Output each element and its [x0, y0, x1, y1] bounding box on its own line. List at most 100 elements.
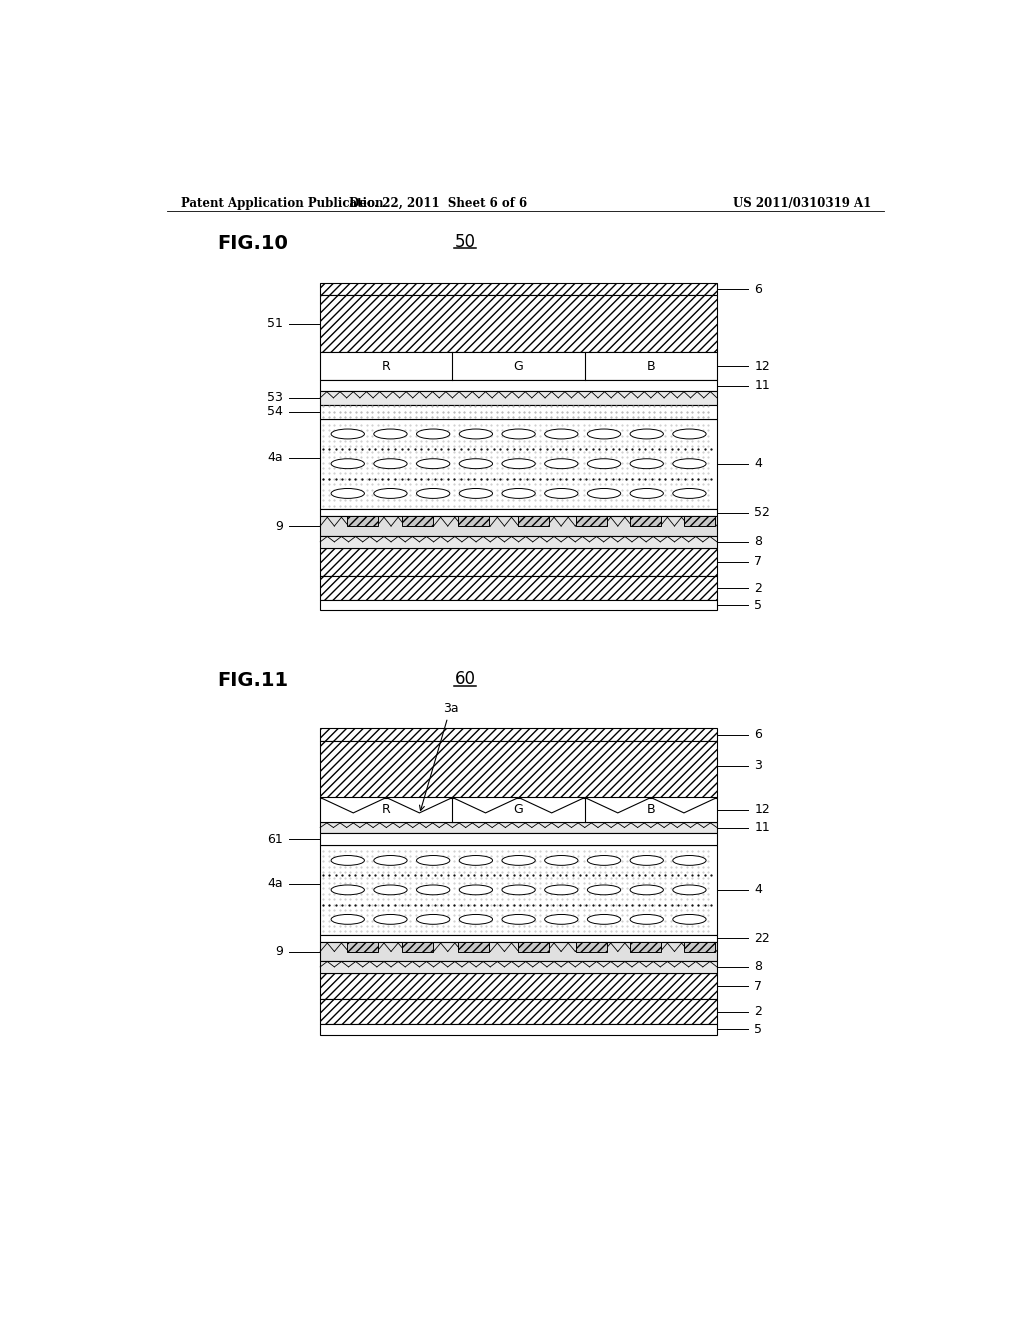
Text: R: R [382, 804, 391, 816]
Text: 50: 50 [455, 232, 475, 251]
Polygon shape [453, 797, 518, 813]
Ellipse shape [417, 855, 450, 866]
Ellipse shape [673, 429, 707, 440]
Text: 54: 54 [267, 405, 283, 418]
Ellipse shape [630, 884, 664, 895]
Bar [458, 942, 489, 952]
Ellipse shape [374, 915, 408, 924]
Text: 60: 60 [455, 671, 475, 688]
Text: R: R [382, 360, 391, 372]
Bar [321, 942, 717, 961]
Polygon shape [651, 797, 717, 813]
Bar [684, 942, 716, 952]
Bar [321, 296, 717, 352]
Bar [401, 516, 432, 527]
Ellipse shape [331, 488, 365, 499]
Ellipse shape [374, 429, 408, 440]
Ellipse shape [459, 488, 493, 499]
Ellipse shape [545, 429, 578, 440]
Bar [321, 833, 717, 845]
Text: Dec. 22, 2011  Sheet 6 of 6: Dec. 22, 2011 Sheet 6 of 6 [349, 197, 527, 210]
Text: B: B [646, 360, 655, 372]
Bar [321, 999, 717, 1024]
Bar [518, 516, 549, 527]
Bar [321, 516, 717, 536]
Ellipse shape [417, 915, 450, 924]
Text: 53: 53 [267, 391, 283, 404]
Ellipse shape [331, 884, 365, 895]
Ellipse shape [588, 915, 621, 924]
Ellipse shape [502, 459, 536, 469]
Ellipse shape [374, 855, 408, 866]
Text: 52: 52 [755, 506, 770, 519]
Bar [630, 516, 662, 527]
Ellipse shape [630, 429, 664, 440]
Ellipse shape [588, 429, 621, 440]
Text: 9: 9 [275, 945, 283, 958]
Text: 4: 4 [755, 883, 762, 896]
Text: G: G [514, 360, 523, 372]
Bar [630, 942, 662, 952]
Ellipse shape [374, 488, 408, 499]
Text: 6: 6 [755, 729, 762, 742]
Ellipse shape [545, 855, 578, 866]
Ellipse shape [673, 855, 707, 866]
Ellipse shape [630, 459, 664, 469]
Ellipse shape [331, 915, 365, 924]
Ellipse shape [588, 488, 621, 499]
Text: FIG.10: FIG.10 [217, 234, 288, 252]
Text: 12: 12 [755, 360, 770, 372]
Bar [321, 284, 717, 296]
Bar [575, 942, 607, 952]
Ellipse shape [545, 488, 578, 499]
Ellipse shape [630, 915, 664, 924]
Text: 11: 11 [755, 821, 770, 834]
Polygon shape [386, 797, 453, 813]
Ellipse shape [502, 488, 536, 499]
Text: 8: 8 [755, 961, 762, 973]
Ellipse shape [459, 459, 493, 469]
Text: 2: 2 [755, 1005, 762, 1018]
Bar [575, 516, 607, 527]
Bar [321, 576, 717, 601]
Bar [458, 516, 489, 527]
Bar [321, 418, 717, 508]
Bar [321, 536, 717, 548]
Text: 5: 5 [755, 1023, 762, 1036]
Text: 11: 11 [755, 379, 770, 392]
Text: US 2011/0310319 A1: US 2011/0310319 A1 [733, 197, 871, 210]
Ellipse shape [459, 884, 493, 895]
Bar [321, 391, 717, 405]
Bar [321, 961, 717, 973]
Text: 3: 3 [755, 759, 762, 772]
Ellipse shape [459, 429, 493, 440]
Ellipse shape [673, 884, 707, 895]
Bar [347, 516, 378, 527]
Ellipse shape [545, 884, 578, 895]
Text: 2: 2 [755, 582, 762, 594]
Bar [321, 973, 717, 999]
Text: 4a: 4a [267, 451, 283, 465]
Text: 5: 5 [755, 599, 762, 612]
Text: 7: 7 [755, 556, 762, 569]
Ellipse shape [502, 884, 536, 895]
Text: G: G [514, 804, 523, 816]
Text: 61: 61 [267, 833, 283, 846]
Bar [347, 942, 378, 952]
Ellipse shape [588, 884, 621, 895]
Ellipse shape [459, 855, 493, 866]
Bar [321, 352, 717, 380]
Bar [321, 845, 717, 935]
Bar [518, 942, 549, 952]
Text: 3a: 3a [420, 702, 458, 810]
Ellipse shape [630, 855, 664, 866]
Ellipse shape [502, 429, 536, 440]
Text: Patent Application Publication: Patent Application Publication [180, 197, 383, 210]
Ellipse shape [417, 429, 450, 440]
Ellipse shape [545, 915, 578, 924]
Ellipse shape [459, 915, 493, 924]
Text: 22: 22 [755, 932, 770, 945]
Ellipse shape [502, 855, 536, 866]
Bar [321, 601, 717, 610]
Ellipse shape [331, 429, 365, 440]
